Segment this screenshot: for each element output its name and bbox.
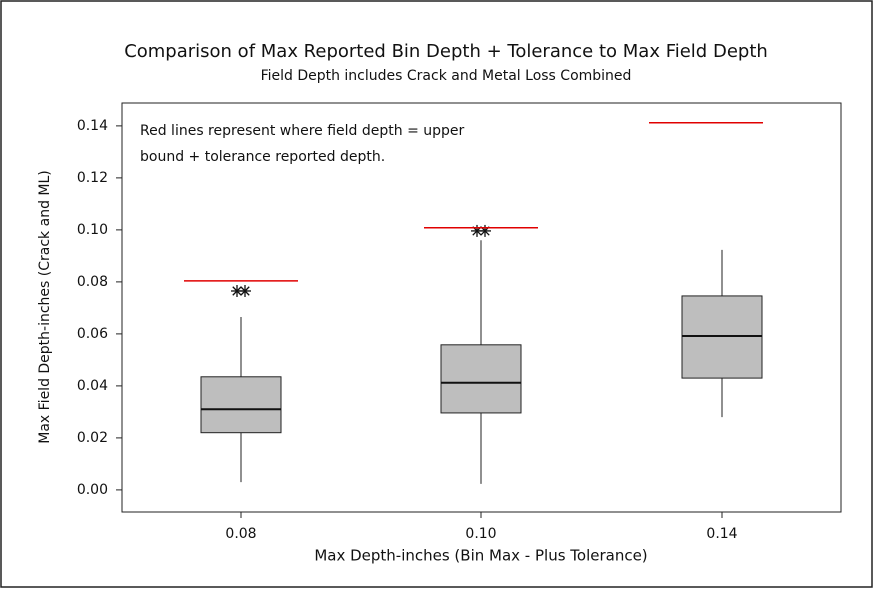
y-tick-label: 0.04 — [77, 378, 108, 394]
outlier — [239, 284, 251, 297]
annotation: Red lines represent where field depth = … — [140, 123, 465, 139]
y-axis-label: Max Field Depth-inches (Crack and ML) — [37, 170, 53, 444]
y-tick-label: 0.08 — [77, 274, 108, 290]
y-tick-label: 0.12 — [77, 170, 108, 186]
y-tick-label: 0.02 — [77, 430, 108, 446]
outlier-stroke — [240, 286, 250, 296]
chart-title: Comparison of Max Reported Bin Depth + T… — [124, 41, 768, 62]
box — [440, 344, 522, 414]
chart-subtitle: Field Depth includes Crack and Metal Los… — [261, 68, 632, 84]
outlier — [479, 224, 491, 237]
y-tick-label: 0.10 — [77, 222, 108, 238]
x-tick-label: 0.10 — [465, 526, 496, 542]
y-tick-label: 0.06 — [77, 326, 108, 342]
outlier-stroke — [232, 286, 242, 296]
box — [681, 295, 763, 379]
y-tick-label: 0.00 — [77, 482, 108, 498]
x-axis-label: Max Depth-inches (Bin Max - Plus Toleran… — [314, 547, 647, 565]
x-tick-label: 0.08 — [225, 526, 256, 542]
box — [200, 376, 282, 434]
x-tick-label: 0.14 — [706, 526, 737, 542]
annotation: bound + tolerance reported depth. — [140, 149, 385, 165]
y-tick-label: 0.14 — [77, 118, 108, 134]
